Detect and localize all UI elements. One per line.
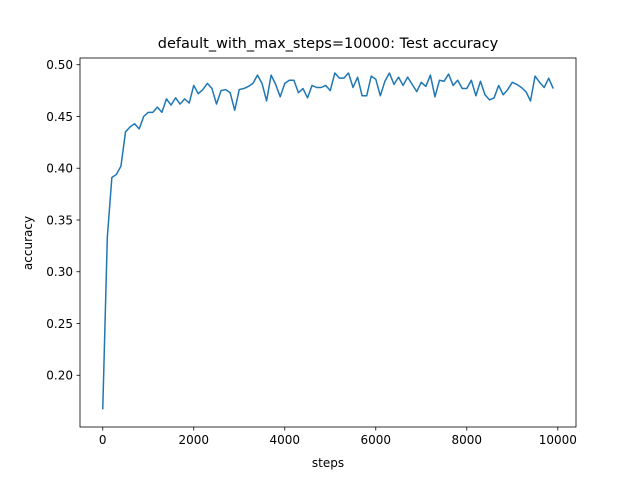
y-tick-label: 0.30 xyxy=(46,265,73,279)
x-axis-label: steps xyxy=(312,456,344,470)
y-tick-label: 0.25 xyxy=(46,317,73,331)
y-tick-label: 0.40 xyxy=(46,162,73,176)
chart-title: default_with_max_steps=10000: Test accur… xyxy=(158,36,499,52)
x-tick-label: 4000 xyxy=(269,433,300,447)
accuracy-line xyxy=(102,72,554,410)
x-tick-label: 8000 xyxy=(452,433,483,447)
y-tick-label: 0.20 xyxy=(46,369,73,383)
plot-frame xyxy=(79,57,577,428)
x-tick-label: 10000 xyxy=(539,433,577,447)
y-tick-label: 0.45 xyxy=(46,110,73,124)
x-tick-label: 6000 xyxy=(361,433,392,447)
x-tick-label: 2000 xyxy=(178,433,209,447)
y-axis: 0.20 0.25 0.30 0.35 0.40 0.45 0.50 xyxy=(46,58,80,383)
y-tick-label: 0.50 xyxy=(46,58,73,72)
y-axis-label: accuracy xyxy=(21,216,35,270)
x-tick-label: 0 xyxy=(99,433,107,447)
y-tick-label: 0.35 xyxy=(46,213,73,227)
x-axis: 0 2000 4000 6000 8000 10000 xyxy=(99,427,577,447)
